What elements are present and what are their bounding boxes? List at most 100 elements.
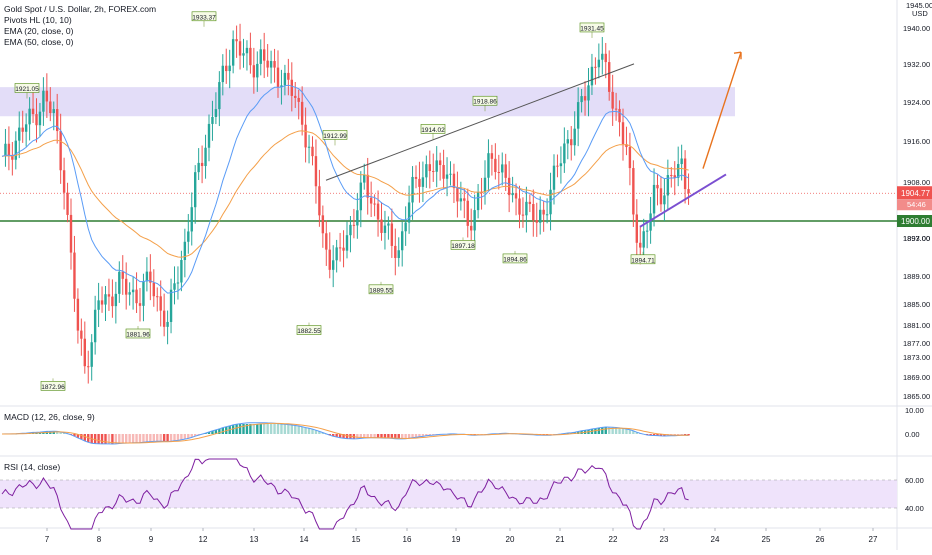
macd-bar bbox=[221, 427, 224, 434]
pivot-label-text: 1894.71 bbox=[631, 257, 655, 264]
candle-body bbox=[356, 210, 359, 226]
time-tick: 23 bbox=[660, 535, 669, 544]
countdown-tag bbox=[897, 199, 932, 211]
candle-body bbox=[325, 233, 328, 250]
macd-bar bbox=[332, 434, 335, 437]
macd-bar bbox=[425, 434, 428, 436]
candle-body bbox=[349, 224, 352, 236]
candle-body bbox=[218, 82, 221, 110]
price-tick: 1885.00 bbox=[903, 300, 930, 309]
candle-body bbox=[394, 245, 397, 258]
candle-body bbox=[466, 200, 469, 226]
candle-body bbox=[459, 198, 463, 202]
candle-body bbox=[432, 171, 435, 173]
macd-bar bbox=[418, 434, 421, 437]
candle-body bbox=[131, 289, 135, 293]
macd-bar bbox=[300, 426, 304, 434]
candle-body bbox=[176, 282, 180, 284]
macd-bar bbox=[259, 424, 262, 434]
macd-bar bbox=[404, 434, 407, 439]
pivot-label: 1881.96 bbox=[125, 325, 151, 338]
macd-bar bbox=[328, 434, 331, 436]
pivot-label-text: 1933.37 bbox=[192, 14, 216, 21]
macd-bar bbox=[432, 434, 435, 436]
candle-body bbox=[238, 41, 242, 56]
candle-body bbox=[11, 154, 14, 160]
candle-body bbox=[311, 146, 314, 157]
macd-bar bbox=[59, 432, 62, 434]
macd-bar bbox=[608, 427, 611, 434]
macd-bar bbox=[390, 434, 394, 439]
macd-bar bbox=[280, 424, 283, 434]
candle-body bbox=[611, 91, 614, 109]
candles bbox=[4, 23, 690, 384]
candle-body bbox=[545, 214, 549, 216]
macd-bar bbox=[118, 434, 121, 444]
candle-body bbox=[31, 108, 35, 115]
candle-body bbox=[104, 294, 107, 305]
candle-body bbox=[414, 176, 418, 179]
macd-bar bbox=[628, 429, 632, 434]
macd-bar bbox=[104, 434, 107, 444]
candle-body bbox=[314, 156, 318, 187]
price-tick: 1897.00 bbox=[903, 234, 930, 243]
macd-bar bbox=[356, 434, 359, 439]
price-tick: 1940.00 bbox=[903, 24, 930, 33]
time-tick: 24 bbox=[711, 535, 720, 544]
macd-bar bbox=[335, 434, 338, 437]
candle-body bbox=[618, 108, 621, 123]
candle-body bbox=[539, 209, 542, 223]
macd-bar bbox=[345, 434, 349, 439]
macd-bar bbox=[187, 434, 190, 439]
candle-body bbox=[504, 164, 507, 178]
candle-body bbox=[283, 72, 287, 86]
pivot-label-text: 1912.99 bbox=[323, 133, 347, 140]
signal-line bbox=[2, 422, 689, 444]
candle-body bbox=[66, 192, 69, 215]
macd-bar bbox=[373, 434, 376, 438]
candle-body bbox=[242, 53, 245, 56]
macd-bar bbox=[304, 427, 307, 434]
macd-bar bbox=[294, 425, 297, 434]
candle-body bbox=[294, 95, 297, 98]
price-tick: 1873.00 bbox=[903, 353, 930, 362]
macd-bar bbox=[659, 434, 663, 436]
ema20-line bbox=[1, 84, 689, 294]
pivot-label: 1914.02 bbox=[420, 124, 446, 140]
candle-body bbox=[528, 201, 532, 205]
candle-body bbox=[497, 172, 500, 174]
macd-bar bbox=[411, 434, 414, 438]
candle-body bbox=[231, 39, 235, 66]
candle-body bbox=[435, 160, 438, 172]
candle-body bbox=[532, 204, 535, 221]
candle-body bbox=[576, 102, 580, 129]
candle-body bbox=[166, 321, 169, 327]
candle-body bbox=[245, 47, 249, 54]
candle-body bbox=[490, 153, 494, 159]
candle-body bbox=[449, 173, 452, 175]
pivot-label: 1931.45 bbox=[579, 22, 605, 38]
pivot-label-text: 1914.02 bbox=[421, 127, 445, 134]
candle-body bbox=[411, 176, 414, 203]
chart-legend: Gold Spot / U.S. Dollar, 2h, FOREX.com P… bbox=[4, 4, 156, 48]
macd-bar bbox=[135, 434, 138, 443]
pivot-label-text: 1931.45 bbox=[580, 25, 604, 32]
legend-title: Gold Spot / U.S. Dollar, 2h, FOREX.com bbox=[4, 4, 157, 14]
candle-body bbox=[614, 108, 618, 110]
candle-body bbox=[376, 203, 380, 220]
candle-body bbox=[559, 163, 563, 167]
candle-body bbox=[14, 140, 17, 160]
candle-body bbox=[135, 289, 138, 304]
candle-body bbox=[590, 66, 594, 86]
candle-body bbox=[228, 65, 231, 72]
macd-bar bbox=[138, 434, 142, 443]
macd-bar bbox=[114, 434, 118, 444]
candle-body bbox=[300, 101, 304, 125]
macd-bar bbox=[601, 427, 604, 434]
candle-body bbox=[687, 189, 690, 194]
price-tick: 1869.00 bbox=[903, 373, 930, 382]
candle-body bbox=[463, 198, 466, 201]
candle-body bbox=[673, 175, 676, 178]
pivot-label-text: 1882.55 bbox=[297, 328, 321, 335]
macd-bar bbox=[173, 434, 176, 441]
